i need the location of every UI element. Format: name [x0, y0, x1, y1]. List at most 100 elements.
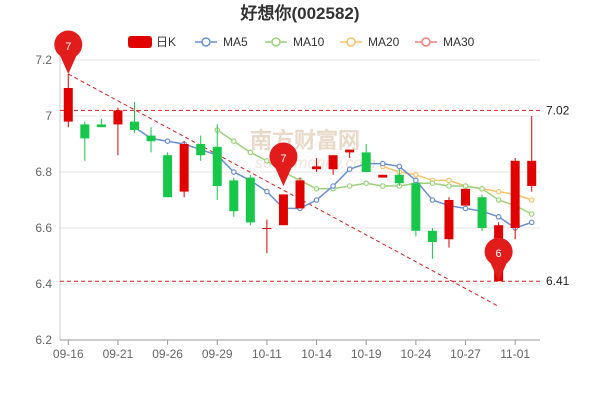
x-tick-label: 10-19 — [351, 347, 382, 361]
x-tick-label: 10-14 — [301, 347, 332, 361]
ma5-point — [413, 177, 419, 184]
pin-label: 7 — [280, 153, 286, 165]
ma20-point — [495, 188, 502, 195]
candle-body — [196, 144, 206, 156]
candle-body — [80, 124, 90, 139]
candle-body — [229, 180, 239, 212]
candle — [179, 141, 189, 198]
candle — [361, 144, 371, 172]
legend-swatch-dot — [271, 37, 281, 47]
ma5-point — [346, 166, 353, 173]
candle — [394, 169, 404, 186]
watermark-cn: 南方财富网 — [250, 128, 360, 153]
candle — [63, 74, 73, 128]
candle — [278, 194, 288, 226]
candle — [80, 121, 90, 161]
candle — [477, 194, 487, 231]
candle-body — [361, 152, 371, 172]
candle — [345, 149, 355, 158]
pin-marker: 6 — [484, 237, 513, 282]
legend-label: MA30 — [443, 35, 475, 49]
candle — [163, 152, 173, 198]
chart-title: 好想你(002582) — [239, 3, 359, 23]
candle — [312, 158, 322, 172]
x-tick-label: 09-26 — [152, 347, 183, 361]
candle-body — [212, 146, 222, 186]
ma20-point — [446, 177, 452, 184]
candle — [510, 158, 520, 240]
candle-body — [113, 110, 123, 125]
legend-label: MA10 — [293, 35, 325, 49]
ma10-point — [379, 183, 386, 189]
candle — [411, 183, 421, 237]
ma5-point — [313, 197, 320, 203]
x-tick-label: 10-27 — [450, 347, 481, 361]
candle — [96, 118, 106, 128]
candle-body — [444, 200, 454, 240]
pin-shape — [484, 237, 513, 282]
x-tick-label: 10-24 — [401, 347, 432, 361]
y-tick-label: 6.2 — [35, 333, 52, 347]
candle-body — [312, 166, 322, 170]
x-axis: 09-16 09-21 09-26 09-29 10-11 10-14 10-19 10-24… — [53, 340, 530, 361]
candle-body — [328, 155, 338, 170]
legend-item: MA30 — [415, 35, 475, 49]
pin-shape — [269, 142, 298, 186]
x-tick-label: 11-01 — [500, 347, 530, 361]
candle — [527, 116, 537, 192]
ma5-point — [330, 183, 336, 189]
pin-label: 7 — [65, 41, 71, 53]
y-tick-label: 7.2 — [35, 53, 52, 67]
candle-body — [427, 230, 437, 242]
x-tick-label: 09-29 — [202, 347, 233, 361]
candle-body — [378, 174, 388, 178]
grid — [59, 50, 540, 341]
reference-lines: 7.02 6.41 — [60, 103, 570, 288]
ma10-point — [346, 183, 353, 189]
ma10-point — [495, 197, 502, 203]
legend-swatch — [128, 36, 152, 48]
reference-label: 7.02 — [546, 103, 570, 117]
candle-body — [96, 124, 106, 128]
ma5-point — [164, 138, 171, 145]
candle — [196, 135, 206, 161]
candle-body — [510, 160, 520, 228]
candlesticks — [63, 74, 537, 282]
ma10-point — [446, 183, 452, 189]
x-tick-label: 10-11 — [252, 347, 282, 361]
candle — [461, 188, 471, 206]
trend-line — [68, 73, 499, 307]
ma10-point — [313, 186, 320, 192]
ma10-point — [230, 138, 237, 145]
y-axis: 6.2 6.4 6.6 6.8 7 7.2 — [35, 53, 52, 347]
legend-swatch-dot — [201, 37, 211, 47]
ma10-point — [479, 186, 485, 192]
candle — [113, 107, 123, 156]
candle-body — [129, 121, 139, 130]
legend-swatch-dot — [346, 37, 356, 47]
candle-body — [527, 160, 537, 186]
legend-item: 日K — [128, 35, 176, 49]
ma10-point — [247, 149, 254, 156]
candle-body — [461, 188, 471, 206]
candle — [295, 177, 305, 209]
y-tick-label: 6.8 — [35, 165, 52, 179]
candle — [328, 155, 338, 175]
y-tick-label: 7 — [45, 109, 52, 123]
legend-item: MA10 — [265, 35, 325, 49]
candle-body — [146, 135, 156, 142]
ma5-point — [495, 214, 502, 220]
ma5-point — [379, 160, 386, 167]
ma10-point — [429, 180, 436, 187]
legend-item: MA20 — [340, 35, 400, 49]
ma5-point — [396, 163, 403, 170]
ma20-point — [413, 172, 419, 178]
candle — [378, 174, 388, 178]
legend-item: MA5 — [195, 35, 248, 49]
y-tick-label: 6.6 — [35, 221, 52, 235]
pin-label: 6 — [496, 248, 502, 260]
y-tick-label: 6.4 — [35, 277, 52, 291]
candle — [146, 127, 156, 153]
candle-body — [179, 144, 189, 192]
